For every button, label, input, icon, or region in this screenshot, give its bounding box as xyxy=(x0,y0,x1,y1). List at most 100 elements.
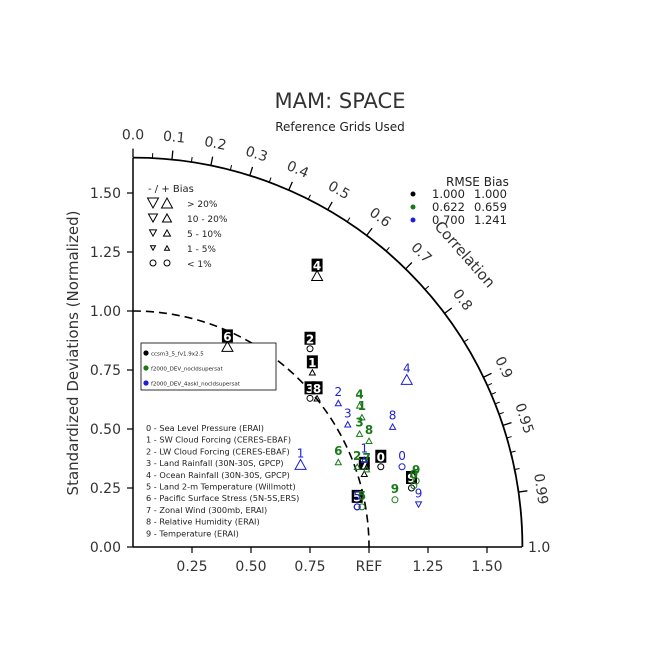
data-point-label: 2 xyxy=(334,385,342,399)
bias-legend-label: 1 - 5% xyxy=(187,245,216,255)
bias-legend-plus-circle xyxy=(164,260,170,266)
correlation-major-tick xyxy=(367,228,372,235)
correlation-tick-label: 0.4 xyxy=(284,158,311,182)
variable-list-item: 8 - Relative Humidity (ERAI) xyxy=(146,517,260,527)
correlation-tick-label: 0.0 xyxy=(122,128,144,144)
bias-legend-label: 10 - 20% xyxy=(187,215,228,225)
data-point-marker xyxy=(416,502,422,507)
data-point-marker xyxy=(309,370,315,375)
correlation-major-tick xyxy=(172,151,173,160)
correlation-major-tick xyxy=(211,157,213,166)
bias-legend: - / + Bias > 20%10 - 20%5 - 10%1 - 5%< 1… xyxy=(148,184,228,270)
variable-list-item: 4 - Ocean Rainfall (30N-30S, GPCP) xyxy=(146,470,290,480)
y-tick-label: 0.25 xyxy=(90,481,121,497)
data-point-label: 2 xyxy=(306,332,314,346)
data-point-marker xyxy=(307,395,313,401)
data-point-label: 0 xyxy=(377,450,385,464)
case-legend-label: f2000_DEV_nocldsupersat xyxy=(151,367,224,373)
correlation-tick-label: 0.3 xyxy=(243,144,269,166)
data-point-marker xyxy=(392,497,398,503)
correlation-major-tick xyxy=(503,423,512,426)
variable-list-item: 3 - Land Rainfall (30N-30S, GPCP) xyxy=(146,458,284,468)
data-point-label: 1 xyxy=(297,446,305,460)
rmse-legend-bias: 1.000 xyxy=(474,187,507,201)
chart-subtitle: Reference Grids Used xyxy=(275,120,405,134)
variable-list-item: 0 - Sea Level Pressure (ERAI) xyxy=(146,423,264,433)
data-point-label: 9 xyxy=(415,487,423,501)
variable-list-item: 9 - Temperature (ERAI) xyxy=(146,528,239,538)
y-axis-label: Standardized Deviations (Normalized) xyxy=(64,211,82,496)
correlation-tick-label: 0.95 xyxy=(511,401,536,436)
bias-legend-label: 5 - 10% xyxy=(187,230,222,240)
correlation-minor-tick xyxy=(425,286,429,289)
data-point-marker xyxy=(307,346,313,352)
data-point-label: 1 xyxy=(358,399,366,413)
correlation-minor-tick xyxy=(511,451,516,452)
correlation-minor-tick xyxy=(487,383,492,385)
rmse-legend-dot xyxy=(411,218,416,223)
correlation-minor-tick xyxy=(464,339,468,342)
y-tick-label: 1.50 xyxy=(90,186,121,202)
data-point-label: 8 xyxy=(313,382,321,396)
correlation-minor-tick xyxy=(308,195,310,199)
correlation-minor-tick xyxy=(499,412,504,414)
case-legend: ccsm3_5_fv1.9x2.5 f2000_DEV_nocldsupersat… xyxy=(141,343,276,390)
rmse-legend-bias: 1.241 xyxy=(474,213,507,227)
bias-legend-plus-triangle xyxy=(164,230,171,236)
correlation-major-tick xyxy=(519,491,528,492)
data-point-label: 5 xyxy=(353,489,361,503)
x-tick-label: 0.75 xyxy=(294,559,325,575)
x-tick-label: 1.25 xyxy=(412,559,443,575)
data-point-label: 8 xyxy=(389,409,397,423)
case-legend-label: ccsm3_5_fv1.9x2.5 xyxy=(151,352,204,358)
data-point-marker xyxy=(357,431,363,436)
variable-list: 0 - Sea Level Pressure (ERAI) 1 - SW Clou… xyxy=(146,423,299,538)
correlation-major-tick xyxy=(289,182,293,190)
y-tick-label: 0.50 xyxy=(90,422,121,438)
data-point-label: 4 xyxy=(403,361,411,375)
correlation-tick-label: 0.1 xyxy=(162,129,186,147)
rmse-legend-dot xyxy=(411,192,416,197)
variable-list-item: 2 - LW Cloud Forcing (CERES-EBAF) xyxy=(146,446,290,456)
data-point-label: 1 xyxy=(360,442,368,456)
data-point-label: 0 xyxy=(410,468,418,482)
variable-list-item: 6 - Pacific Surface Stress (5N-5S,ERS) xyxy=(146,493,299,503)
chart-title: MAM: SPACE xyxy=(275,89,406,113)
y-tick-label: 1.00 xyxy=(90,304,121,320)
data-point-label: 0 xyxy=(398,449,406,463)
data-point-label: 1 xyxy=(308,356,316,370)
bias-legend-header: - / + Bias xyxy=(148,184,194,195)
data-point-marker xyxy=(295,459,306,469)
data-point-marker xyxy=(401,374,412,384)
data-point-label: 3 xyxy=(355,416,363,430)
variable-list-item: 7 - Zonal Wind (300mb, ERAI) xyxy=(146,505,267,515)
correlation-major-tick xyxy=(328,202,333,210)
rmse-legend-rmse: 0.622 xyxy=(432,200,465,214)
case-legend-marker xyxy=(143,365,148,370)
correlation-tick-label: 0.2 xyxy=(203,134,228,154)
variable-list-item: 1 - SW Cloud Forcing (CERES-EBAF) xyxy=(146,435,291,445)
y-tick-label: 0.00 xyxy=(90,540,121,556)
data-point-label: 4 xyxy=(313,259,321,273)
bias-legend-minus-circle xyxy=(150,260,156,266)
rmse-legend-bias: 0.659 xyxy=(474,200,507,214)
x-tick-label: 0.25 xyxy=(176,559,207,575)
data-point-marker xyxy=(390,424,396,429)
rmse-legend-rmse: 1.000 xyxy=(432,187,465,201)
data-point-label: 3 xyxy=(344,406,352,420)
data-point-label: 6 xyxy=(223,330,231,344)
bias-legend-label: > 20% xyxy=(187,200,218,210)
correlation-tick-label: 0.6 xyxy=(366,205,393,231)
y-ticks-group: 0.000.250.500.751.001.251.50 xyxy=(90,186,133,556)
data-point-marker xyxy=(345,422,351,427)
correlation-minor-tick xyxy=(386,247,389,251)
x-tick-label: 1.50 xyxy=(471,559,502,575)
data-point-label: 8 xyxy=(365,423,373,437)
correlation-major-tick xyxy=(406,262,412,268)
bias-legend-plus-triangle xyxy=(163,214,172,222)
bias-legend-minus-triangle xyxy=(149,214,158,222)
correlation-major-tick xyxy=(483,373,491,377)
